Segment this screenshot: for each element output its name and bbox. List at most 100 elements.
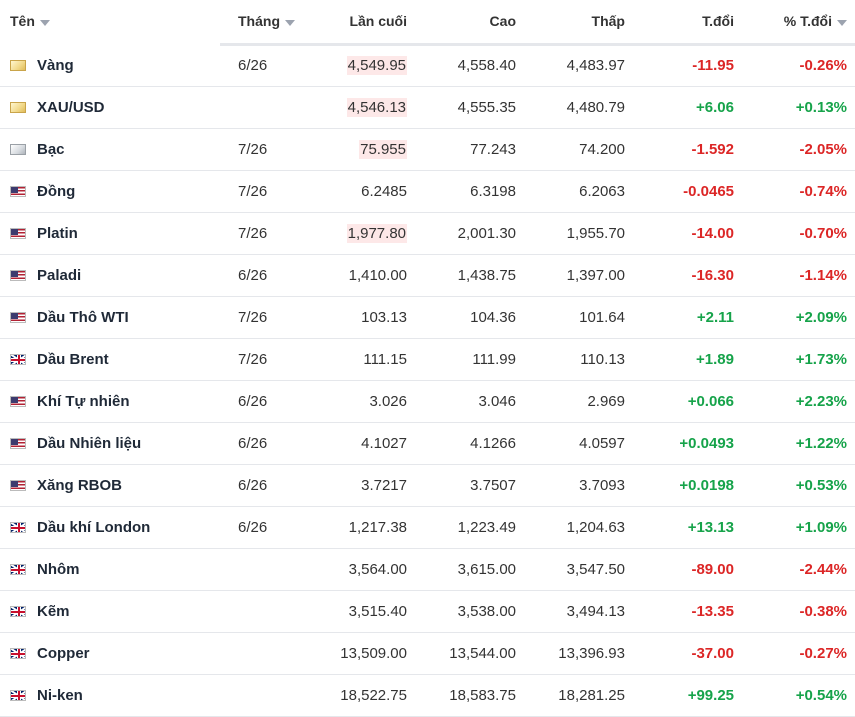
instrument-name-link[interactable]: Khí Tự nhiên <box>37 392 130 410</box>
instrument-name-link[interactable]: Copper <box>37 644 90 662</box>
change-cell: -11.95 <box>633 44 742 87</box>
instrument-name-cell[interactable]: Vàng <box>0 44 220 87</box>
instrument-name-link[interactable]: Paladi <box>37 266 82 284</box>
instrument-name-cell[interactable]: XAU/USD <box>0 86 220 129</box>
last-price-cell: 1,217.38 <box>302 506 415 549</box>
last-price-value: 4,546.13 <box>346 97 407 117</box>
last-price-cell: 75.955 <box>302 128 415 171</box>
month-cell: 6/26 <box>220 254 302 297</box>
last-price-value: 1,410.00 <box>348 266 407 284</box>
instrument-name-link[interactable]: Vàng <box>37 57 74 74</box>
table-row[interactable]: Ni-ken 18,522.75 18,583.75 18,281.25 +99.25 +… <box>0 674 855 717</box>
instrument-name-link[interactable]: Dầu Brent <box>37 350 109 368</box>
change-cell: +0.0198 <box>633 464 742 507</box>
table-row[interactable]: Paladi 6/26 1,410.00 1,438.75 1,397.00 -16.30… <box>0 254 855 297</box>
us-flag-icon <box>10 479 26 491</box>
change-pct-cell: -0.70% <box>742 212 855 255</box>
column-header-change-pct[interactable]: % T.đổi <box>742 0 855 46</box>
instrument-name-link[interactable]: Đồng <box>37 182 76 200</box>
instrument-name-cell[interactable]: Xăng RBOB <box>0 464 220 507</box>
instrument-name-link[interactable]: Platin <box>37 224 78 242</box>
last-price-cell: 6.2485 <box>302 170 415 213</box>
month-cell: 6/26 <box>220 380 302 423</box>
last-price-value: 4.1027 <box>361 434 407 452</box>
high-price-cell: 104.36 <box>415 296 524 339</box>
instrument-name-cell[interactable]: Copper <box>0 632 220 675</box>
column-header-last[interactable]: Lần cuối <box>302 0 415 46</box>
instrument-name-link[interactable]: Bạc <box>37 140 65 158</box>
table-row[interactable]: Khí Tự nhiên 6/26 3.026 3.046 2.969 +0.066 +2.… <box>0 380 855 423</box>
month-cell: 7/26 <box>220 212 302 255</box>
table-row[interactable]: Platin 7/26 1,977.80 2,001.30 1,955.70 -14.00… <box>0 212 855 255</box>
change-cell: +2.11 <box>633 296 742 339</box>
table-row[interactable]: Bạc 7/26 75.955 77.243 74.200 -1.592 -2.05% <box>0 128 855 171</box>
instrument-name-link[interactable]: XAU/USD <box>37 98 105 116</box>
table-row[interactable]: Dầu Nhiên liệu 6/26 4.1027 4.1266 4.0597 +0.0… <box>0 422 855 465</box>
month-cell: 7/26 <box>220 338 302 381</box>
column-header-month-label: Tháng <box>238 13 280 30</box>
high-price-cell: 111.99 <box>415 338 524 381</box>
change-cell: -16.30 <box>633 254 742 297</box>
uk-flag-icon <box>10 605 26 617</box>
month-cell: 7/26 <box>220 296 302 339</box>
instrument-name-cell[interactable]: Dầu Nhiên liệu <box>0 422 220 465</box>
instrument-name-cell[interactable]: Kẽm <box>0 590 220 633</box>
instrument-name-cell[interactable]: Dầu khí London <box>0 506 220 549</box>
table-row[interactable]: Xăng RBOB 6/26 3.7217 3.7507 3.7093 +0.0198 +0… <box>0 464 855 507</box>
instrument-name-link[interactable]: Kẽm <box>37 602 70 620</box>
instrument-name-link[interactable]: Nhôm <box>37 560 80 578</box>
instrument-name-cell[interactable]: Dầu Thô WTI <box>0 296 220 339</box>
change-pct-cell: +1.22% <box>742 422 855 465</box>
month-cell: 6/26 <box>220 422 302 465</box>
column-header-high[interactable]: Cao <box>415 0 524 46</box>
column-header-month[interactable]: Tháng <box>220 0 302 46</box>
low-price-cell: 6.2063 <box>524 170 633 213</box>
low-price-cell: 3,494.13 <box>524 590 633 633</box>
low-price-cell: 3.7093 <box>524 464 633 507</box>
sort-caret-icon <box>837 19 847 26</box>
instrument-name-link[interactable]: Dầu Nhiên liệu <box>37 434 142 452</box>
table-row[interactable]: Dầu Thô WTI 7/26 103.13 104.36 101.64 +2.11 +2… <box>0 296 855 339</box>
instrument-name-cell[interactable]: Ni-ken <box>0 674 220 717</box>
last-price-cell: 103.13 <box>302 296 415 339</box>
last-price-cell: 3.026 <box>302 380 415 423</box>
high-price-cell: 3,538.00 <box>415 590 524 633</box>
column-header-low[interactable]: Thấp <box>524 0 633 46</box>
instrument-name-cell[interactable]: Bạc <box>0 128 220 171</box>
column-header-name[interactable]: Tên <box>0 0 220 46</box>
change-cell: +6.06 <box>633 86 742 129</box>
low-price-cell: 4.0597 <box>524 422 633 465</box>
table-row[interactable]: Đồng 7/26 6.2485 6.3198 6.2063 -0.0465 -0.74% <box>0 170 855 213</box>
high-price-cell: 4,558.40 <box>415 44 524 87</box>
table-row[interactable]: Vàng 6/26 4,549.95 4,558.40 4,483.97 -11.95 -0… <box>0 44 855 87</box>
month-cell: 6/26 <box>220 464 302 507</box>
instrument-name-link[interactable]: Xăng RBOB <box>37 476 123 494</box>
uk-flag-icon <box>10 353 26 365</box>
last-price-value: 13,509.00 <box>340 644 407 662</box>
low-price-cell: 110.13 <box>524 338 633 381</box>
silver-icon <box>10 143 26 155</box>
instrument-name-cell[interactable]: Platin <box>0 212 220 255</box>
instrument-name-link[interactable]: Ni-ken <box>37 686 83 704</box>
high-price-cell: 3.046 <box>415 380 524 423</box>
instrument-name-cell[interactable]: Đồng <box>0 170 220 213</box>
change-cell: +0.0493 <box>633 422 742 465</box>
instrument-name-link[interactable]: Dầu Thô WTI <box>37 308 129 326</box>
instrument-name-link[interactable]: Dầu khí London <box>37 518 151 536</box>
month-cell <box>220 632 302 675</box>
instrument-name-cell[interactable]: Nhôm <box>0 548 220 591</box>
instrument-name-cell[interactable]: Dầu Brent <box>0 338 220 381</box>
table-row[interactable]: Dầu khí London 6/26 1,217.38 1,223.49 1,204.… <box>0 506 855 549</box>
table-row[interactable]: Nhôm 3,564.00 3,615.00 3,547.50 -89.00 -2.44% <box>0 548 855 591</box>
column-header-change[interactable]: T.đổi <box>633 0 742 46</box>
change-cell: +13.13 <box>633 506 742 549</box>
table-row[interactable]: XAU/USD 4,546.13 4,555.35 4,480.79 +6.06 +0.1… <box>0 86 855 129</box>
instrument-name-cell[interactable]: Khí Tự nhiên <box>0 380 220 423</box>
table-row[interactable]: Copper 13,509.00 13,544.00 13,396.93 -37.00-… <box>0 632 855 675</box>
us-flag-icon <box>10 437 26 449</box>
instrument-name-cell[interactable]: Paladi <box>0 254 220 297</box>
month-cell <box>220 548 302 591</box>
low-price-cell: 1,955.70 <box>524 212 633 255</box>
table-row[interactable]: Kẽm 3,515.40 3,538.00 3,494.13 -13.35 -0.38% <box>0 590 855 633</box>
table-row[interactable]: Dầu Brent 7/26 111.15 111.99 110.13 +1.89 +1.7… <box>0 338 855 381</box>
